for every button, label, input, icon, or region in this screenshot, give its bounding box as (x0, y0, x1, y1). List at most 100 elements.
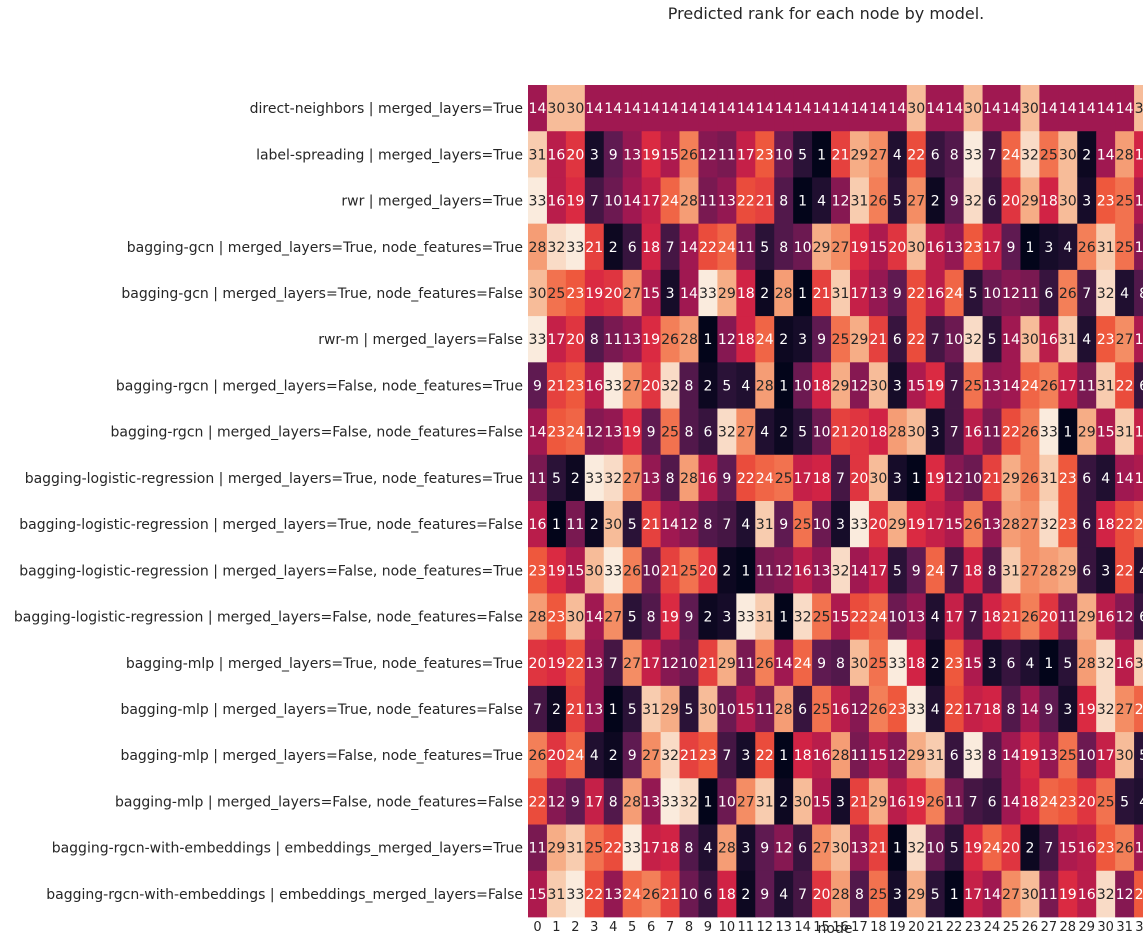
heatmap-cell (1096, 131, 1116, 178)
heatmap-cell (1058, 732, 1078, 779)
heatmap-cell (584, 269, 605, 317)
cell-value-label: 22 (1116, 378, 1134, 394)
cell-value-label: 21 (813, 286, 831, 302)
cell-value-label: 20 (566, 332, 584, 348)
cell-value-label: 20 (1040, 610, 1058, 626)
cell-value-label: 9 (1007, 240, 1016, 256)
heatmap-cell (1077, 824, 1097, 872)
cell-value-label: 4 (1139, 794, 1143, 810)
cell-value-label: 17 (1135, 425, 1143, 441)
heatmap-cell (1058, 454, 1078, 502)
heatmap-cell (868, 824, 889, 872)
heatmap-cell (528, 639, 548, 687)
cell-value-label: 19 (926, 378, 944, 394)
heatmap-cell (1115, 547, 1135, 594)
cell-value-label: 15 (964, 656, 982, 672)
heatmap-cell (906, 223, 927, 271)
heatmap-cell (982, 223, 1002, 271)
heatmap-cell (812, 362, 832, 409)
heatmap-cell (1039, 454, 1059, 502)
heatmap-cell (1020, 732, 1040, 779)
cell-value-label: 32 (680, 794, 698, 810)
cell-value-label: 15 (661, 147, 679, 163)
heatmap-cell (1001, 870, 1021, 918)
cell-value-label: 9 (685, 610, 694, 626)
cell-value-label: 29 (718, 286, 736, 302)
heatmap-cell (1058, 362, 1078, 409)
cell-value-label: 30 (566, 101, 584, 117)
cell-value-label: 6 (1044, 286, 1053, 302)
heatmap-cell (698, 223, 718, 271)
heatmap-cell (1096, 177, 1116, 225)
heatmap-cell (679, 223, 699, 271)
cell-value-label: 4 (1082, 332, 1091, 348)
heatmap-cell (584, 316, 605, 363)
heatmap-cell (925, 824, 946, 872)
cell-value-label: 4 (931, 702, 940, 718)
cell-value-label: 1 (609, 702, 618, 718)
heatmap-cell (868, 732, 889, 779)
cell-value-label: 20 (604, 286, 622, 302)
cell-value-label: 15 (642, 286, 660, 302)
heatmap-cell (1001, 85, 1021, 132)
heatmap-cell (641, 177, 661, 225)
x-tick-label: 12 (756, 920, 773, 935)
cell-value-label: 33 (699, 286, 717, 302)
cell-value-label: 33 (888, 656, 906, 672)
cell-value-label: 6 (1082, 563, 1091, 579)
heatmap-cell (1020, 131, 1040, 178)
heatmap-cell (546, 778, 567, 825)
heatmap-cell (793, 685, 813, 733)
heatmap-cell (1058, 131, 1078, 178)
cell-value-label: 14 (623, 194, 641, 210)
heatmap-cell (698, 732, 718, 779)
heatmap-cell (793, 547, 813, 594)
cell-value-label: 32 (964, 332, 982, 348)
cell-value-label: 22 (850, 610, 868, 626)
heatmap-cell (528, 778, 548, 825)
heatmap-cell (622, 269, 643, 317)
heatmap-cell (925, 685, 946, 733)
heatmap-cell (1058, 223, 1078, 271)
cell-value-label: 28 (680, 332, 698, 348)
heatmap-cell (698, 870, 718, 918)
cell-value-label: 29 (907, 748, 925, 764)
heatmap-cell (793, 732, 813, 779)
cell-value-label: 30 (699, 702, 717, 718)
heatmap-cell (736, 223, 756, 271)
cell-value-label: 18 (718, 887, 736, 903)
cell-value-label: 1 (779, 748, 788, 764)
heatmap-cell (717, 593, 737, 641)
heatmap-cell (982, 85, 1002, 132)
cell-value-label: 27 (1002, 887, 1020, 903)
cell-value-label: 21 (1002, 610, 1020, 626)
cell-value-label: 8 (703, 517, 712, 533)
cell-value-label: 24 (926, 563, 944, 579)
heatmap-cell (679, 732, 699, 779)
heatmap-cell (906, 593, 927, 641)
heatmap-cell (1039, 408, 1059, 456)
heatmap-cell (774, 547, 794, 594)
cell-value-label: 17 (794, 471, 812, 487)
cell-value-label: 19 (547, 563, 565, 579)
heatmap-cell (584, 177, 605, 225)
heatmap-cell (774, 177, 794, 225)
heatmap-cell (565, 732, 586, 779)
heatmap-cell (641, 639, 661, 687)
heatmap-cell (1096, 778, 1116, 825)
cell-value-label: 11 (756, 702, 774, 718)
heatmap-cell (546, 685, 567, 733)
cell-value-label: 22 (699, 240, 717, 256)
cell-value-label: 24 (983, 841, 1001, 857)
heatmap-cell (925, 778, 946, 825)
heatmap-cell (546, 639, 567, 687)
heatmap-cell (698, 685, 718, 733)
cell-value-label: 4 (1120, 286, 1129, 302)
heatmap-cell (774, 685, 794, 733)
heatmap-cell (774, 500, 794, 548)
heatmap-cell (622, 639, 643, 687)
cell-value-label: 13 (718, 194, 736, 210)
heatmap-cell (755, 362, 775, 409)
cell-value-label: 6 (1139, 610, 1143, 626)
heatmap-cell (812, 131, 832, 178)
